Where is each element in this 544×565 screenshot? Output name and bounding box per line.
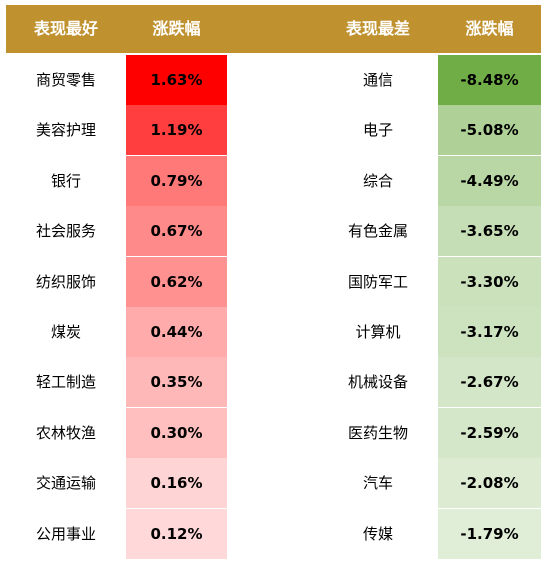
best-sector-name: 公用事业 — [35, 524, 96, 543]
worst-sectors-header: 表现最差 — [345, 19, 410, 38]
table-row: 银行 0.79% 综合 -4.49% — [6, 155, 541, 206]
table-header: 表现最好 涨跌幅 表现最差 涨跌幅 — [6, 5, 541, 53]
table-row: 社会服务 0.67% 有色金属 -3.65% — [6, 206, 541, 257]
best-sector-change: 0.16% — [126, 458, 227, 509]
best-sector-change: 0.30% — [126, 407, 227, 458]
table-row: 纺织服饰 0.62% 国防军工 -3.30% — [6, 256, 541, 307]
worst-sector-name: 通信 — [362, 71, 393, 89]
best-sector-name: 煤炭 — [50, 323, 81, 341]
best-sector-name: 银行 — [50, 171, 81, 190]
worst-sector-change: -2.67% — [438, 357, 541, 408]
worst-sector-change: -3.30% — [438, 256, 541, 307]
best-sector-change: 0.62% — [126, 256, 227, 307]
best-change-header: 涨跌幅 — [152, 19, 201, 38]
worst-sector-name: 汽车 — [362, 474, 393, 493]
best-sector-change: 0.12% — [126, 508, 227, 559]
table-row: 美容护理 1.19% 电子 -5.08% — [6, 105, 541, 156]
worst-sector-name: 综合 — [362, 171, 393, 190]
best-sector-change: 1.19% — [126, 105, 227, 156]
worst-sector-name: 电子 — [362, 121, 393, 140]
best-sector-name: 纺织服饰 — [35, 272, 96, 291]
worst-sector-change: -8.48% — [438, 55, 541, 105]
worst-sector-change: -3.17% — [438, 307, 541, 357]
table-row: 公用事业 0.12% 传媒 -1.79% — [6, 508, 541, 559]
table-row: 农林牧渔 0.30% 医药生物 -2.59% — [6, 407, 541, 458]
best-sectors-header: 表现最好 — [33, 19, 98, 38]
worst-sector-name: 计算机 — [355, 323, 401, 341]
worst-sector-name: 传媒 — [362, 524, 393, 543]
worst-change-header: 涨跌幅 — [465, 19, 514, 38]
worst-sector-name: 有色金属 — [347, 222, 408, 241]
table-row: 煤炭 0.44% 计算机 -3.17% — [6, 307, 541, 357]
best-sector-change: 0.44% — [126, 307, 227, 357]
worst-sector-name: 医药生物 — [347, 423, 408, 442]
worst-sector-change: -3.65% — [438, 206, 541, 257]
best-sector-name: 美容护理 — [35, 121, 96, 140]
best-sector-change: 0.67% — [126, 206, 227, 257]
worst-sector-change: -5.08% — [438, 105, 541, 156]
best-sector-change: 1.63% — [126, 55, 227, 105]
worst-sector-change: -2.08% — [438, 458, 541, 509]
best-sector-name: 交通运输 — [35, 474, 96, 493]
best-sector-name: 轻工制造 — [35, 373, 96, 392]
best-sector-change: 0.79% — [126, 155, 227, 206]
best-sector-change: 0.35% — [126, 357, 227, 408]
table-row: 商贸零售 1.63% 通信 -8.48% — [6, 55, 541, 105]
table-row: 交通运输 0.16% 汽车 -2.08% — [6, 458, 541, 509]
worst-sector-name: 国防军工 — [347, 272, 408, 291]
worst-sector-change: -1.79% — [438, 508, 541, 559]
worst-sector-change: -2.59% — [438, 407, 541, 458]
worst-sector-name: 机械设备 — [347, 373, 408, 392]
best-sector-name: 农林牧渔 — [35, 423, 96, 442]
table-row: 轻工制造 0.35% 机械设备 -2.67% — [6, 357, 541, 408]
best-sector-name: 社会服务 — [35, 222, 96, 241]
worst-sector-change: -4.49% — [438, 155, 541, 206]
best-sector-name: 商贸零售 — [35, 71, 96, 89]
